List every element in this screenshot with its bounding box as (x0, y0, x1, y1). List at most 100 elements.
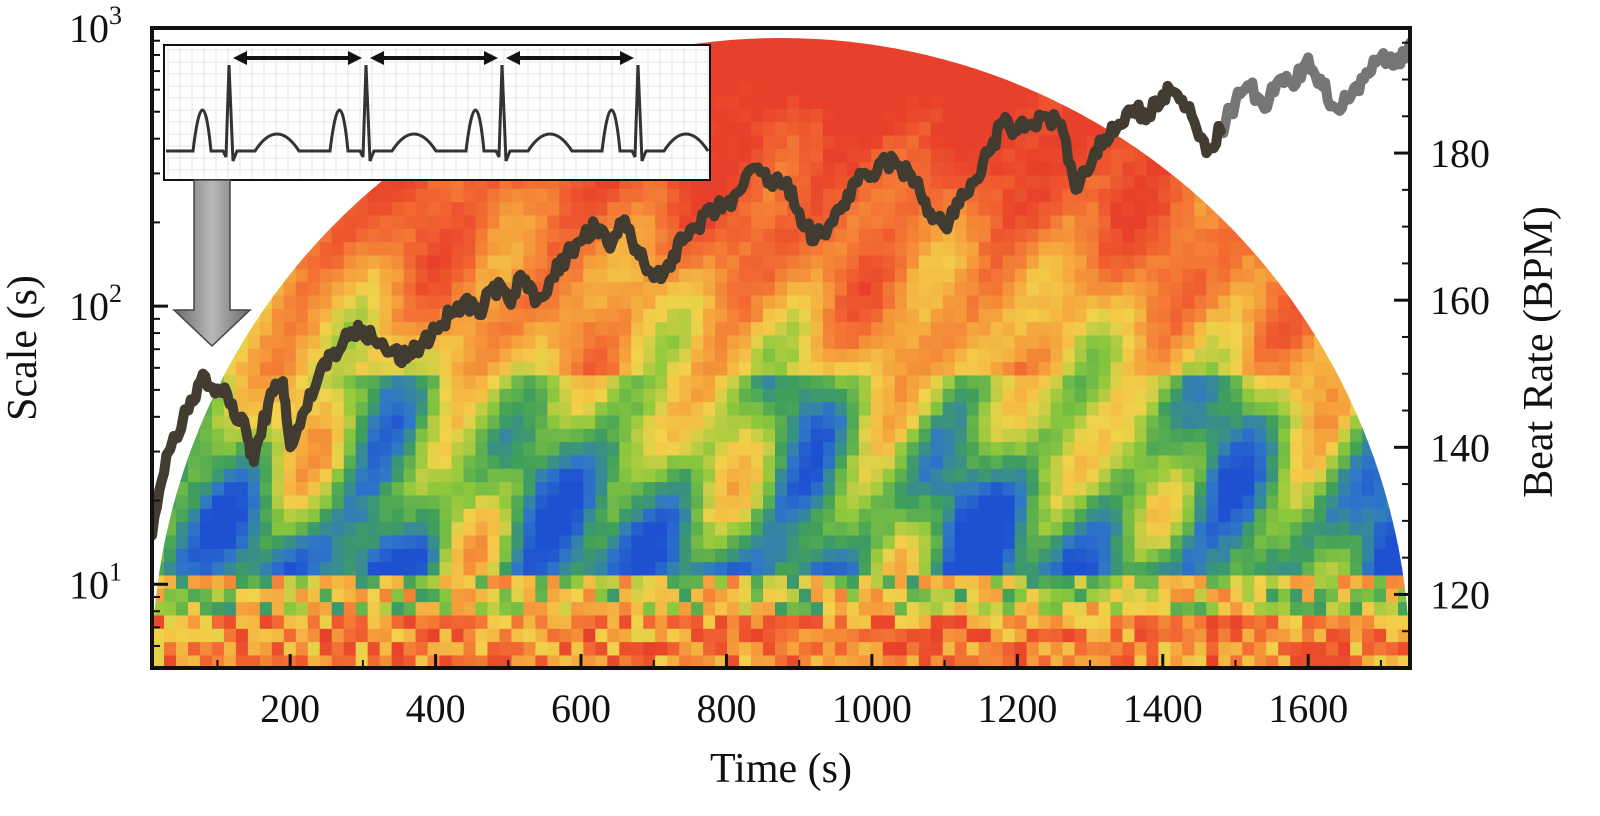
heatmap-cell (1074, 388, 1088, 403)
heatmap-cell (786, 294, 800, 309)
heatmap-cell (1254, 294, 1268, 309)
heatmap-cell (906, 574, 920, 589)
heatmap-cell (822, 601, 836, 616)
heatmap-cell (619, 374, 633, 389)
heatmap-cell (1302, 428, 1315, 443)
heatmap-cell (1086, 188, 1100, 203)
heatmap-cell (1074, 134, 1088, 149)
heatmap-cell (1206, 654, 1220, 668)
heatmap-cell (223, 601, 237, 616)
heatmap-cell (607, 374, 621, 389)
heatmap-cell (331, 628, 345, 643)
heatmap-cell (1026, 561, 1040, 576)
heatmap-cell (739, 321, 752, 336)
heatmap-cell (1086, 628, 1100, 643)
heatmap-cell (1170, 201, 1184, 216)
heatmap-cell (858, 54, 872, 69)
heatmap-cell (271, 334, 285, 349)
heatmap-cell (583, 334, 597, 349)
heatmap-cell (463, 548, 477, 563)
heatmap-cell (703, 481, 716, 496)
heatmap-cell (1290, 494, 1303, 509)
heatmap-cell (427, 414, 441, 429)
heatmap-cell (1194, 334, 1208, 349)
heatmap-cell (870, 414, 884, 429)
heatmap-cell (894, 468, 908, 483)
heatmap-cell (391, 201, 405, 216)
heatmap-cell (175, 574, 189, 589)
heatmap-cell (403, 588, 417, 603)
heatmap-cell (870, 361, 884, 376)
heatmap-cell (858, 108, 872, 123)
heatmap-cell (751, 521, 764, 536)
heatmap-cell (1002, 428, 1016, 443)
heatmap-cell (1218, 454, 1232, 469)
heatmap-cell (523, 508, 537, 523)
heatmap-cell (1194, 321, 1208, 336)
heatmap-cell (1026, 574, 1040, 589)
heatmap-cell (930, 94, 944, 109)
heatmap-cell (1338, 654, 1351, 668)
heatmap-cell (1014, 548, 1028, 563)
heatmap-cell (511, 534, 525, 549)
heatmap-cell (511, 561, 525, 576)
heatmap-cell (1074, 348, 1088, 363)
heatmap-cell (259, 494, 273, 509)
heatmap-cell (1254, 494, 1268, 509)
heatmap-cell (1002, 308, 1016, 323)
heatmap-cell (523, 214, 537, 229)
heatmap-cell (978, 481, 992, 496)
heatmap-cell (882, 414, 896, 429)
heatmap-cell (547, 561, 561, 576)
heatmap-cell (858, 148, 872, 163)
heatmap-cell (1038, 241, 1052, 256)
heatmap-cell (403, 308, 417, 323)
heatmap-cell (331, 428, 345, 443)
heatmap-cell (535, 228, 549, 243)
heatmap-cell (451, 548, 465, 563)
heatmap-cell (499, 268, 513, 283)
heatmap-cell (739, 94, 752, 109)
heatmap-cell (655, 454, 668, 469)
heatmap-cell (595, 574, 609, 589)
heatmap-cell (703, 588, 716, 603)
heatmap-cell (655, 614, 668, 629)
heatmap-cell (295, 614, 309, 629)
heatmap-cell (715, 54, 728, 69)
heatmap-cell (1242, 468, 1256, 483)
heatmap-cell (1266, 321, 1280, 336)
heatmap-cell (1110, 588, 1124, 603)
heatmap-cell (631, 428, 645, 443)
heatmap-cell (1314, 534, 1327, 549)
heatmap-cell (846, 428, 860, 443)
heatmap-cell (523, 601, 537, 616)
heatmap-cell (798, 134, 812, 149)
heatmap-cell (1098, 334, 1112, 349)
heatmap-cell (1230, 294, 1244, 309)
heatmap-cell (751, 574, 764, 589)
heatmap-cell (1002, 334, 1016, 349)
heatmap-cell (727, 281, 740, 296)
heatmap-cell (763, 481, 776, 496)
heatmap-cell (978, 534, 992, 549)
heatmap-cell (1026, 228, 1040, 243)
heatmap-cell (1026, 174, 1040, 189)
heatmap-cell (655, 214, 668, 229)
heatmap-cell (1050, 441, 1064, 456)
heatmap-cell (1014, 628, 1028, 643)
heatmap-cell (523, 188, 537, 203)
heatmap-cell (810, 148, 824, 163)
heatmap-cell (1074, 428, 1088, 443)
heatmap-cell (1122, 161, 1136, 176)
heatmap-cell (1194, 228, 1208, 243)
heatmap-cell (786, 148, 800, 163)
heatmap-cell (295, 508, 309, 523)
heatmap-cell (631, 614, 645, 629)
heatmap-cell (523, 361, 537, 376)
heatmap-cell (834, 588, 848, 603)
heatmap-cell (751, 601, 764, 616)
heatmap-cell (954, 374, 968, 389)
heatmap-cell (607, 548, 621, 563)
heatmap-cell (535, 414, 549, 429)
heatmap-cell (152, 641, 165, 656)
